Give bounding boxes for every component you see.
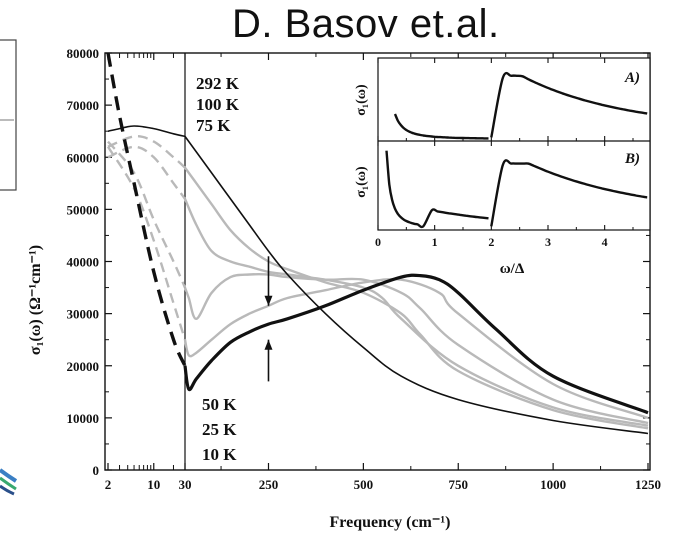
x-tick-label: 500 xyxy=(354,477,374,492)
x-tick-label: 2 xyxy=(105,477,112,492)
temp-label-50k: 50 K xyxy=(202,395,237,414)
inset-x-label: ω/Δ xyxy=(500,261,525,277)
series-25k-low xyxy=(106,146,187,341)
inset-panel-b-label: B) xyxy=(624,151,640,167)
x-tick-label: 1000 xyxy=(540,477,566,492)
inset-y-label-b: σ₁(ω) xyxy=(354,166,369,198)
y-tick-label: 20000 xyxy=(67,359,100,374)
series-292k-low xyxy=(107,125,186,138)
series-100k-low xyxy=(107,135,186,169)
temp-label-75k: 75 K xyxy=(196,116,231,135)
inset-panel-a-label: A) xyxy=(624,70,640,86)
temp-label-25k: 25 K xyxy=(202,420,237,439)
inset-x-tick-label: 2 xyxy=(488,235,494,249)
slide-title: D. Basov et.al. xyxy=(232,2,500,46)
y-tick-label: 60000 xyxy=(67,150,100,165)
temp-label-292k: 292 K xyxy=(196,74,240,93)
inset-frame xyxy=(377,57,651,231)
arrow-up-head xyxy=(264,339,273,350)
y-axis-label: σ₁(ω) (Ω⁻¹cm⁻¹) xyxy=(27,245,44,355)
y-tick-label: 0 xyxy=(93,463,100,478)
inset-x-tick-label: 1 xyxy=(432,235,438,249)
inset-x-tick-label: 0 xyxy=(375,235,381,249)
inset-b-curve xyxy=(385,150,648,229)
x-tick-label: 250 xyxy=(259,477,279,492)
series-10k-low xyxy=(106,52,187,367)
y-tick-label: 50000 xyxy=(67,202,100,217)
arrow-down-head xyxy=(264,295,273,306)
annotations xyxy=(264,256,273,382)
series-layer xyxy=(106,52,649,435)
inset-ticks: 0 1 2 3 4 xyxy=(375,58,634,249)
x-tick-label: 30 xyxy=(179,477,192,492)
temperature-labels: 292 K 100 K 75 K 50 K 25 K 10 K xyxy=(196,74,240,464)
series-50k xyxy=(183,273,649,425)
series-292k xyxy=(184,135,649,435)
x-tick-label: 1250 xyxy=(635,477,661,492)
x-axis-label: Frequency (cm⁻¹) xyxy=(330,514,451,531)
series-10k xyxy=(183,273,649,415)
background-fragments xyxy=(0,39,18,496)
series-25k xyxy=(183,277,649,420)
y-tick-label: 80000 xyxy=(67,46,100,61)
axis-ticks: 0100002000030000400005000060000700008000… xyxy=(67,46,662,492)
temp-label-10k: 10 K xyxy=(202,445,237,464)
y-tick-label: 70000 xyxy=(67,98,100,113)
y-tick-label: 30000 xyxy=(67,307,100,322)
y-tick-label: 40000 xyxy=(67,255,100,270)
inset-x-tick-label: 4 xyxy=(602,235,608,249)
inset-x-tick-label: 3 xyxy=(545,235,551,249)
inset-plot: 0 1 2 3 4 A) B) σ₁(ω) σ₁(ω) ω/Δ xyxy=(354,57,651,277)
series-50k-low xyxy=(107,140,187,289)
x-tick-label: 10 xyxy=(147,477,160,492)
y-tick-label: 10000 xyxy=(67,411,100,426)
inset-y-label-a: σ₁(ω) xyxy=(354,84,369,116)
x-tick-label: 750 xyxy=(448,477,468,492)
inset-a-curve xyxy=(393,71,648,140)
temp-label-100k: 100 K xyxy=(196,95,240,114)
